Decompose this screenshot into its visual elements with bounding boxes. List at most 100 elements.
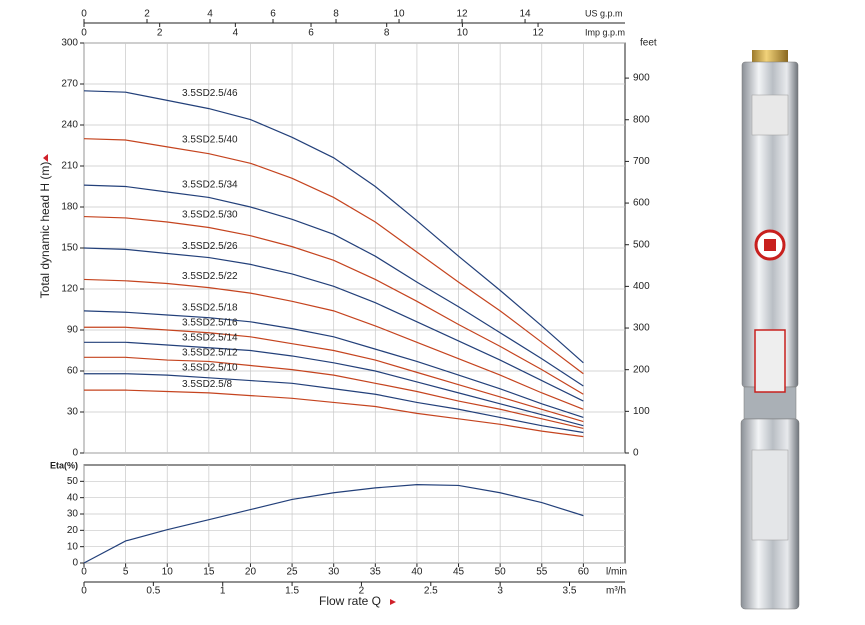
series-line	[83, 184, 584, 387]
y2-tick-label: 200	[633, 364, 650, 375]
y-tick-label: 210	[61, 161, 78, 172]
series-label: 3.5SD2.5/26	[182, 241, 238, 252]
top-tick-label: 4	[233, 28, 239, 39]
y-tick-label: 150	[61, 243, 78, 254]
y-tick-label: 30	[67, 509, 79, 520]
top-tick-label: 2	[144, 9, 150, 20]
y2-tick-label: 900	[633, 73, 650, 84]
y2-tick-label: 400	[633, 281, 650, 292]
series-label: 3.5SD2.5/22	[182, 271, 238, 282]
x-tick-label: 60	[578, 567, 590, 578]
y-tick-label: 0	[72, 558, 78, 569]
series-label: 3.5SD2.5/8	[182, 379, 232, 390]
x-tick-label: 35	[370, 567, 382, 578]
series-line	[83, 215, 584, 395]
x-tick-label: 50	[495, 567, 507, 578]
y2-tick-label: 100	[633, 406, 650, 417]
x-tick-label: 25	[287, 567, 299, 578]
pump-cap	[752, 50, 788, 64]
y2-tick-label: 300	[633, 323, 650, 334]
top-tick-label: 6	[308, 28, 314, 39]
top-tick-label: 2	[157, 28, 163, 39]
x-tick-label: 10	[162, 567, 174, 578]
y2-tick-label: 600	[633, 198, 650, 209]
bottom-axis-title: m³/h	[606, 586, 626, 597]
series-line	[84, 341, 584, 427]
bottom-tick-label: 3.5	[563, 586, 577, 597]
y2-tick-label: 0	[633, 448, 639, 459]
series-line	[84, 356, 584, 429]
y-tick-label: 30	[67, 407, 79, 418]
series-label: 3.5SD2.5/40	[182, 135, 238, 146]
pump-motor-plate	[751, 449, 789, 541]
top-tick-label: 14	[519, 9, 531, 20]
series-line	[84, 389, 584, 438]
y-tick-label: 0	[72, 448, 78, 459]
y-tick-label: 20	[67, 525, 79, 536]
series-line	[84, 373, 584, 434]
series-line	[83, 278, 584, 410]
x-tick-label: 0	[81, 567, 87, 578]
pump-plate	[751, 94, 789, 136]
top-tick-label: 10	[393, 9, 405, 20]
series-line	[83, 90, 584, 364]
top-tick-label: 0	[81, 9, 87, 20]
top-tick-label: 12	[532, 28, 544, 39]
top-tick-label: 10	[457, 28, 469, 39]
series-label: 3.5SD2.5/14	[182, 333, 238, 344]
bottom-tick-label: 1.5	[285, 586, 299, 597]
y-tick-label: 180	[61, 202, 78, 213]
pump-logo-mark	[764, 239, 776, 251]
series-label: 3.5SD2.5/34	[182, 180, 238, 191]
series-line	[84, 326, 584, 423]
top-axis-title: US g.p.m	[585, 8, 623, 18]
y-tick-label: 300	[61, 38, 78, 49]
y-tick-label: 40	[67, 492, 79, 503]
y-tick-label: 240	[61, 120, 78, 131]
x-tick-label: 30	[328, 567, 340, 578]
pump-image	[740, 50, 800, 610]
y2-tick-label: 700	[633, 156, 650, 167]
y-tick-label: 60	[67, 366, 79, 377]
y-tick-label: 90	[67, 325, 79, 336]
bottom-tick-label: 1	[220, 586, 226, 597]
series-label: 3.5SD2.5/30	[182, 210, 238, 221]
bottom-tick-label: 2.5	[424, 586, 438, 597]
y-axis-title: Total dynamic head H (m)	[38, 162, 52, 299]
y2-tick-label: 800	[633, 114, 650, 125]
x-axis-title: l/min	[606, 567, 627, 578]
x-tick-label: 45	[453, 567, 465, 578]
eta-axis-title: Eta(%)	[50, 460, 78, 470]
x-tick-label: 15	[203, 567, 215, 578]
x-tick-label: 40	[411, 567, 423, 578]
top-tick-label: 8	[384, 28, 390, 39]
top-tick-label: 8	[333, 9, 339, 20]
eta-line	[83, 483, 584, 564]
y-tick-label: 270	[61, 79, 78, 90]
y2-axis-title: feet	[640, 38, 657, 49]
series-label: 3.5SD2.5/18	[182, 303, 238, 314]
series-label: 3.5SD2.5/16	[182, 318, 238, 329]
bottom-tick-label: 2	[359, 586, 365, 597]
top-tick-label: 12	[456, 9, 468, 20]
series-label: 3.5SD2.5/12	[182, 348, 238, 359]
series-label: 3.5SD2.5/46	[182, 88, 238, 99]
series-line	[83, 310, 584, 419]
y-tick-label: 50	[67, 476, 79, 487]
series-label: 3.5SD2.5/10	[182, 363, 238, 374]
series-line	[83, 247, 584, 402]
axis-arrow	[390, 599, 396, 605]
x-tick-label: 55	[536, 567, 548, 578]
series-line	[83, 138, 584, 375]
top-tick-label: 6	[270, 9, 276, 20]
top-tick-label: 0	[81, 28, 87, 39]
y-tick-label: 10	[67, 541, 79, 552]
flow-title: Flow rate Q	[319, 594, 381, 608]
axis-arrow	[43, 154, 48, 162]
bottom-tick-label: 0.5	[146, 586, 160, 597]
y-tick-label: 120	[61, 284, 78, 295]
pump-label	[754, 329, 786, 393]
top-axis-title: Imp g.p.m	[585, 27, 625, 37]
x-tick-label: 5	[123, 567, 129, 578]
